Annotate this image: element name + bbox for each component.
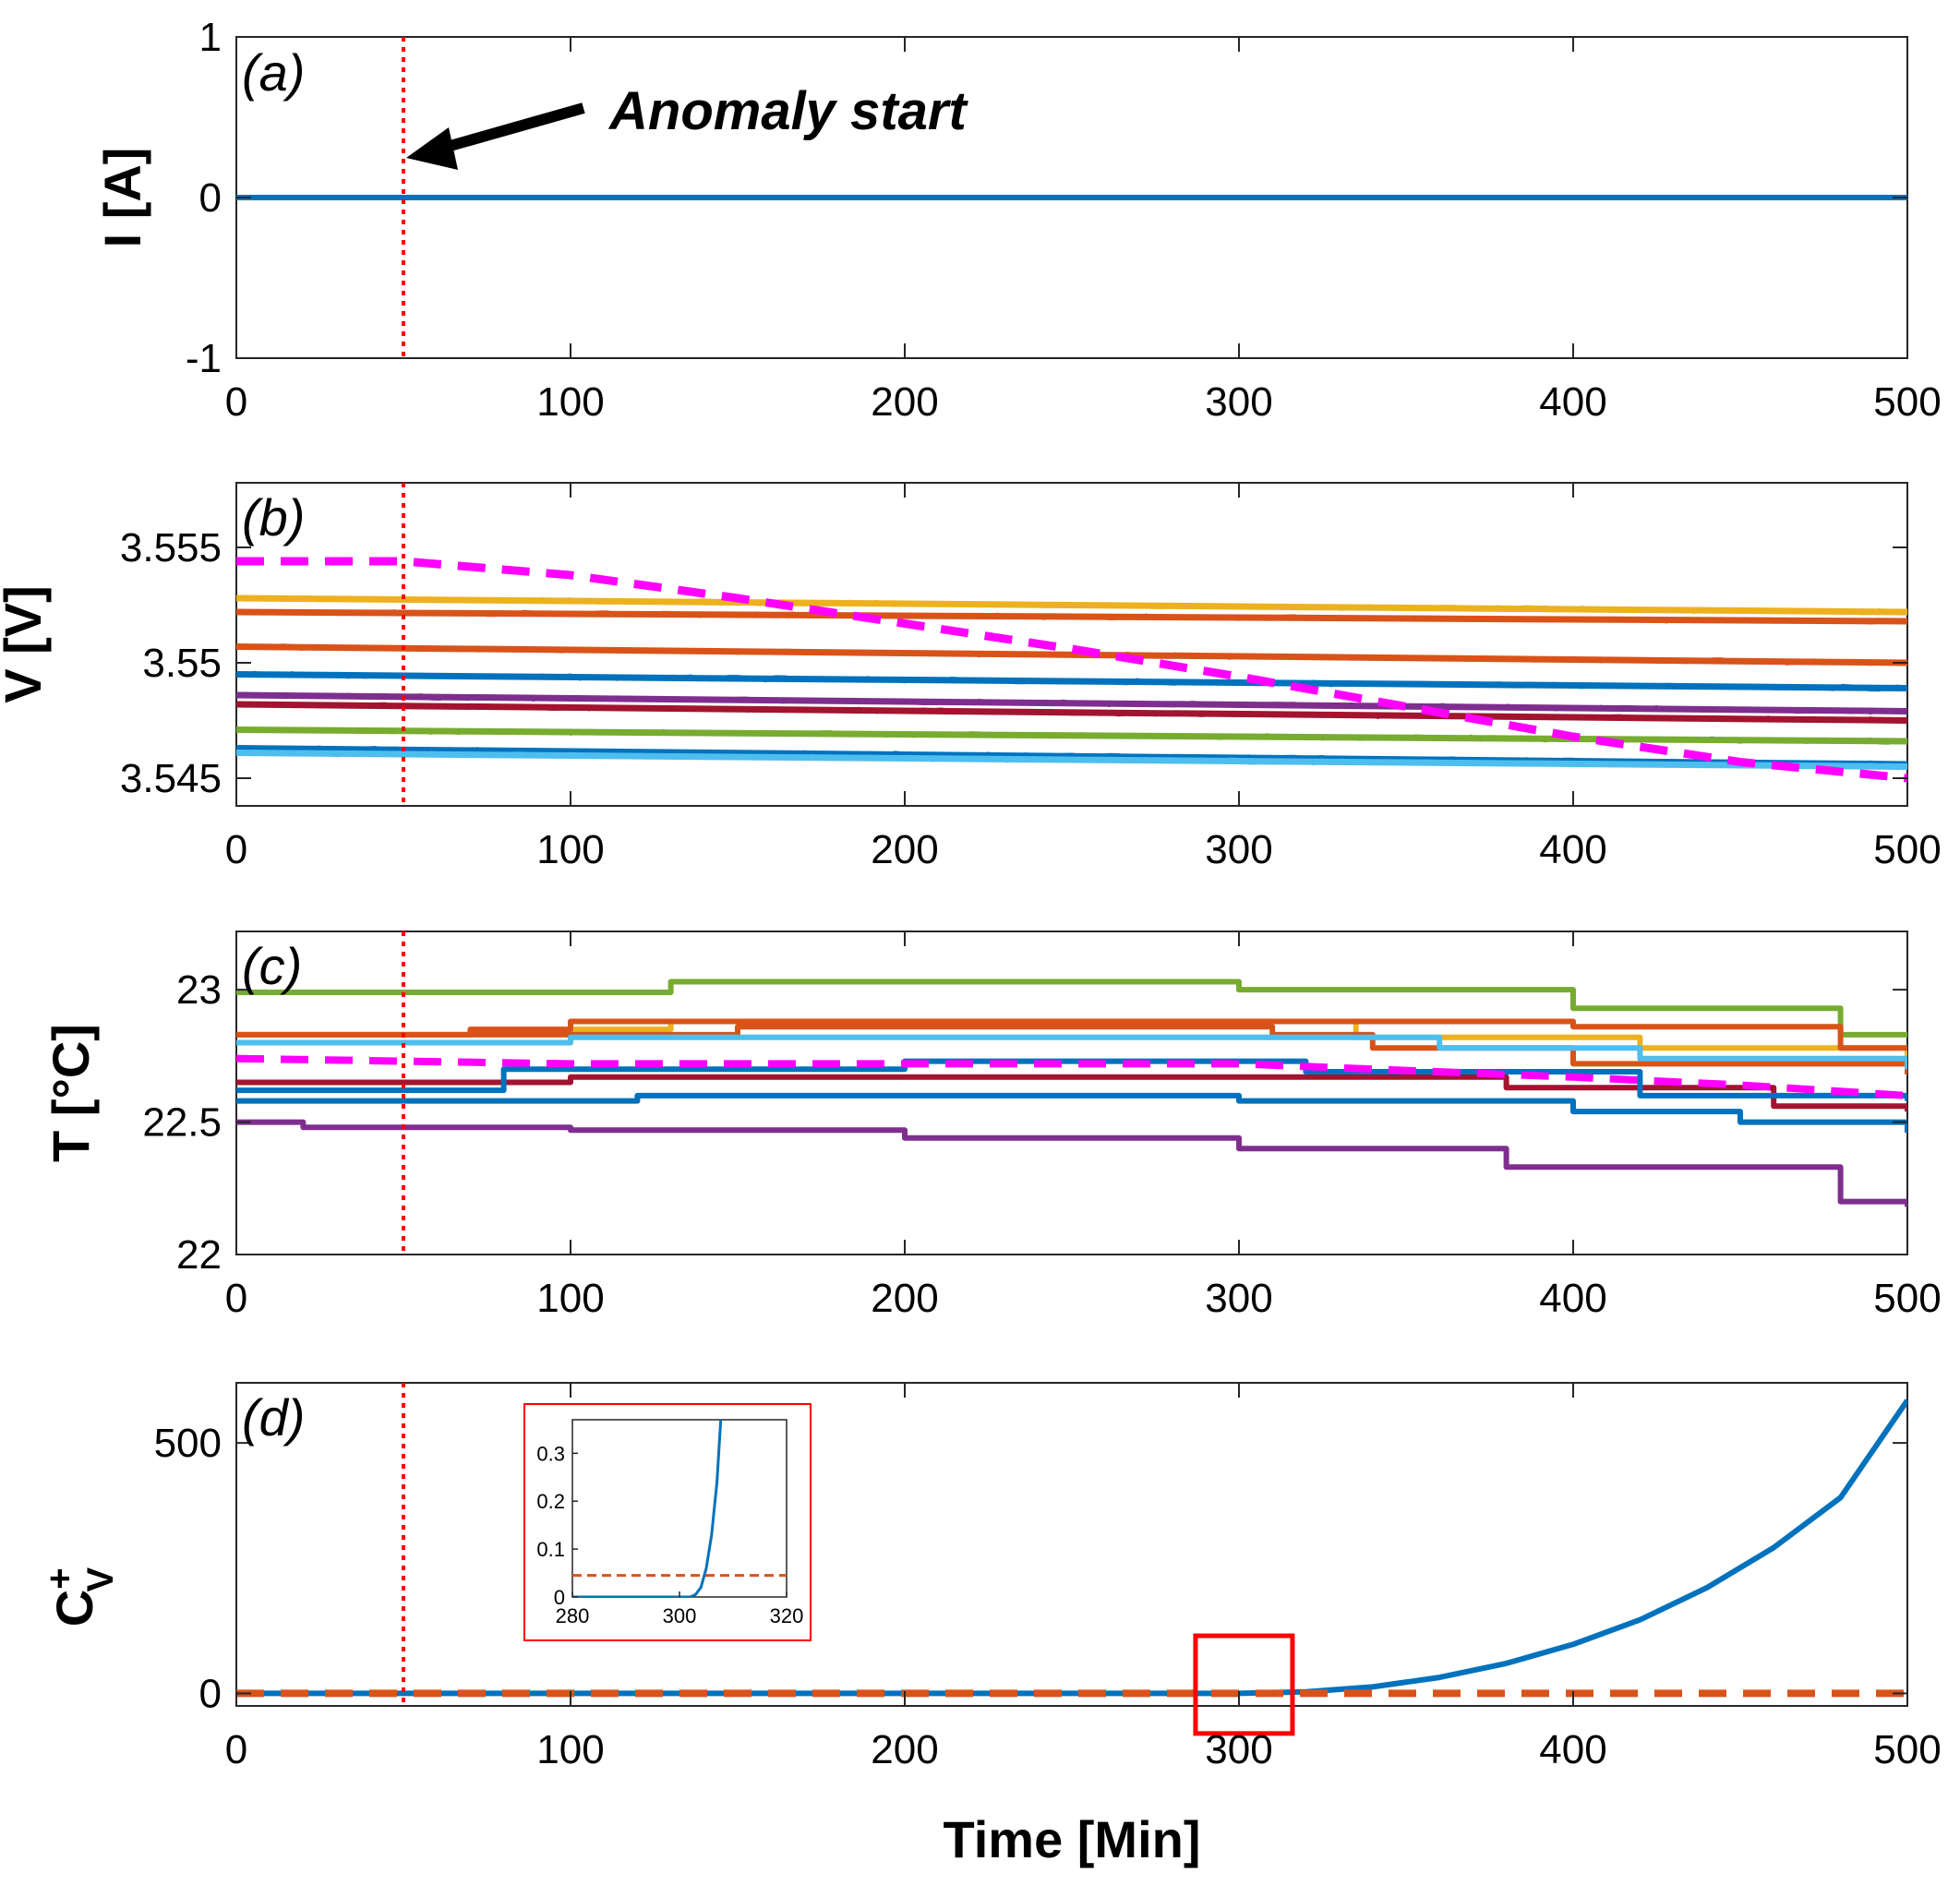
series-cell-6 <box>236 1074 1907 1112</box>
panel-d-ylabel-base: C <box>45 1590 103 1627</box>
inset-axes <box>571 1419 788 1598</box>
panel-c-ticks: 0 100 200 300 400 500 22 22.5 23 <box>142 931 1942 1321</box>
series-cell-7 <box>236 979 1907 1038</box>
panel-c-ylabel: T [°C] <box>42 1024 100 1162</box>
panel-c: 0 100 200 300 400 500 22 22.5 23 (c) T [°C] <box>42 930 1942 1321</box>
panel-a-plot-area <box>236 37 1907 358</box>
series-anomalous-cell <box>236 557 1907 783</box>
x-tick-label: 200 <box>871 379 938 425</box>
series-cell-4 <box>236 1058 1907 1101</box>
x-tick-label: 100 <box>536 379 604 425</box>
y-tick-label: 22 <box>176 1232 222 1278</box>
inset: 280 300 320 0 0.1 0.2 0.3 <box>523 1403 812 1641</box>
series-noise-4 <box>236 691 1907 715</box>
y-tick-label: 3.555 <box>120 525 222 570</box>
inset-series-group <box>572 1420 787 1597</box>
zoom-highlight-box <box>1193 1633 1295 1736</box>
x-tick-label: 200 <box>871 1727 938 1772</box>
y-tick-label: 1 <box>199 15 222 60</box>
x-tick-label: 100 <box>536 1276 604 1321</box>
y-tick-label: 3.545 <box>120 756 222 801</box>
x-tick-label: 400 <box>1539 379 1606 425</box>
x-tick-label: 100 <box>536 827 604 872</box>
panel-c-series-group <box>236 979 1907 1207</box>
panel-b: 0 100 200 300 400 500 3.545 3.55 3.555 (b) V [V] <box>0 482 1942 872</box>
y-tick-label: 0 <box>199 1671 222 1716</box>
x-tick-label: 400 <box>1539 827 1606 872</box>
series-noise-8 <box>236 750 1907 771</box>
series-noise-0 <box>236 595 1907 616</box>
series-noise-6 <box>236 726 1907 745</box>
y-tick-label: -1 <box>186 336 222 381</box>
x-tick-label: 0 <box>225 827 247 872</box>
inset-y-tick-label: 0.2 <box>536 1490 565 1513</box>
panel-a-ticks: 0 100 200 300 400 500-101 <box>186 15 1942 425</box>
inset-x-tick-label: 320 <box>770 1604 804 1627</box>
panel-a: 0 100 200 300 400 500-101 (a) I [A] Anomaly s… <box>93 15 1942 425</box>
inset-plot-area <box>572 1420 787 1597</box>
anomaly-start-label: Anomaly start <box>607 81 968 141</box>
inset-y-tick-label: 0.1 <box>536 1538 565 1561</box>
panel-a-label: (a) <box>242 43 305 102</box>
x-tick-label: 100 <box>536 1727 604 1772</box>
inset-x-tick-label: 300 <box>663 1604 697 1627</box>
panel-d-axes <box>235 1382 1908 1707</box>
series-noise-5 <box>236 702 1907 724</box>
x-tick-label: 0 <box>225 1727 247 1772</box>
y-tick-label: 3.55 <box>142 641 222 686</box>
series-anomalous-cell <box>236 1054 1907 1099</box>
series-cell-5 <box>236 1119 1907 1207</box>
x-tick-label: 500 <box>1873 827 1941 872</box>
x-tick-label: 300 <box>1205 1276 1272 1321</box>
anomaly-annotation: Anomaly start <box>406 81 968 170</box>
x-tick-label: 300 <box>1205 379 1272 425</box>
anomaly-arrowhead <box>406 127 458 170</box>
inset-ticks: 280 300 320 0 0.1 0.2 0.3 <box>536 1442 803 1627</box>
series-noise-3 <box>236 670 1907 692</box>
panel-a-ylabel: I [A] <box>93 148 151 248</box>
panel-d-ticks: 0 100 200 300 400 500 0 500 <box>154 1383 1942 1772</box>
x-tick-label: 400 <box>1539 1727 1606 1772</box>
inset-y-tick-label: 0.3 <box>536 1442 565 1465</box>
x-tick-label: 0 <box>225 1276 247 1321</box>
panel-b-label: (b) <box>242 488 305 546</box>
panel-b-plot-area <box>236 483 1907 806</box>
panel-d-ylabel: C+V <box>40 1567 121 1627</box>
inset-x-tick-label: 280 <box>556 1604 590 1627</box>
anomaly-arrow <box>432 102 585 156</box>
panel-c-label: (c) <box>242 937 302 995</box>
panel-b-series-group <box>236 557 1907 783</box>
x-tick-label: 0 <box>225 379 247 425</box>
panel-d-ylabel-sub: V <box>80 1567 121 1591</box>
panel-d-plot-area <box>236 1383 1907 1736</box>
panel-b-ylabel: V [V] <box>0 585 52 703</box>
x-tick-label: 300 <box>1205 1727 1272 1772</box>
y-tick-label: 500 <box>154 1421 222 1466</box>
series-noise-2 <box>236 643 1907 666</box>
panel-d-ylabel-super: + <box>40 1567 80 1589</box>
x-tick-label: 200 <box>871 1276 938 1321</box>
y-tick-label: 23 <box>176 967 222 1013</box>
inset-series-CUSUM-statistic <box>572 1420 723 1597</box>
panel-b-ticks: 0 100 200 300 400 500 3.545 3.55 3.555 <box>120 483 1942 872</box>
series-noise-1 <box>236 608 1907 625</box>
inset-y-tick-label: 0 <box>554 1586 565 1609</box>
panel-c-plot-area <box>236 931 1907 1255</box>
x-tick-label: 500 <box>1873 1727 1941 1772</box>
x-tick-label: 300 <box>1205 827 1272 872</box>
y-tick-label: 0 <box>199 175 222 221</box>
x-tick-label: 500 <box>1873 379 1941 425</box>
series-cell-2 <box>236 1018 1907 1051</box>
x-tick-label: 400 <box>1539 1276 1606 1321</box>
series-cell-8 <box>236 1092 1907 1133</box>
series-cell-9 <box>236 1034 1907 1070</box>
panel-d-xlabel: Time [Min] <box>944 1810 1201 1868</box>
panel-d-label: (d) <box>242 1388 305 1447</box>
y-tick-label: 22.5 <box>142 1100 222 1146</box>
x-tick-label: 200 <box>871 827 938 872</box>
x-tick-label: 500 <box>1873 1276 1941 1321</box>
